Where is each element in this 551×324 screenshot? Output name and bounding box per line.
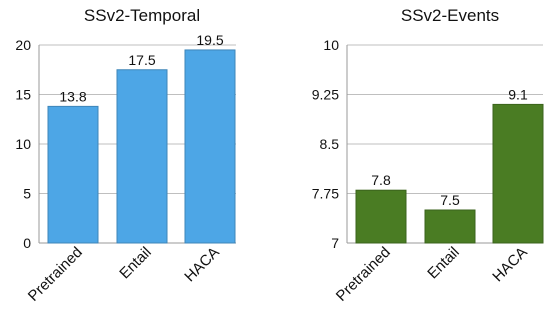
data-label: 19.5 — [196, 32, 223, 48]
data-label: 7.8 — [371, 172, 391, 188]
x-tick-label: Entail — [116, 244, 155, 283]
y-tick-label: 7.75 — [312, 186, 339, 202]
bar — [355, 189, 407, 244]
y-tick-label: 0 — [23, 235, 31, 251]
y-tick-label: 15 — [15, 87, 31, 103]
y-tick-label: 10 — [323, 37, 339, 53]
data-label: 9.1 — [508, 86, 528, 102]
data-label: 7.5 — [440, 192, 460, 208]
y-tick-label: 10 — [15, 136, 31, 152]
y-tick-label: 20 — [15, 37, 31, 53]
bar — [184, 49, 236, 244]
chart-ssv2-events: SSv2-Events 7 7.75 8.5 9.25 10 7.8 Pretrained 7… — [312, 6, 544, 305]
x-tick-label: HACA — [181, 244, 222, 285]
y-tick-label: 7 — [331, 235, 339, 251]
bar — [424, 209, 476, 244]
chart-ssv2-temporal: SSv2-Temporal 0 5 10 15 20 13.8 Pretrained 17.5… — [15, 6, 236, 305]
x-tick-label: Pretrained — [25, 244, 86, 305]
chart-title: SSv2-Events — [401, 6, 499, 25]
y-tick-label: 8.5 — [320, 136, 340, 152]
bar — [47, 105, 99, 244]
x-tick-label: HACA — [489, 244, 530, 285]
chart-title: SSv2-Temporal — [84, 6, 200, 25]
y-tick-label: 5 — [23, 186, 31, 202]
data-label: 13.8 — [59, 88, 86, 104]
y-tick-label: 9.25 — [312, 87, 339, 103]
x-tick-label: Entail — [424, 244, 463, 283]
bar — [492, 103, 544, 244]
x-tick-label: Pretrained — [333, 244, 394, 305]
data-label: 17.5 — [128, 52, 155, 68]
bar — [116, 69, 168, 244]
